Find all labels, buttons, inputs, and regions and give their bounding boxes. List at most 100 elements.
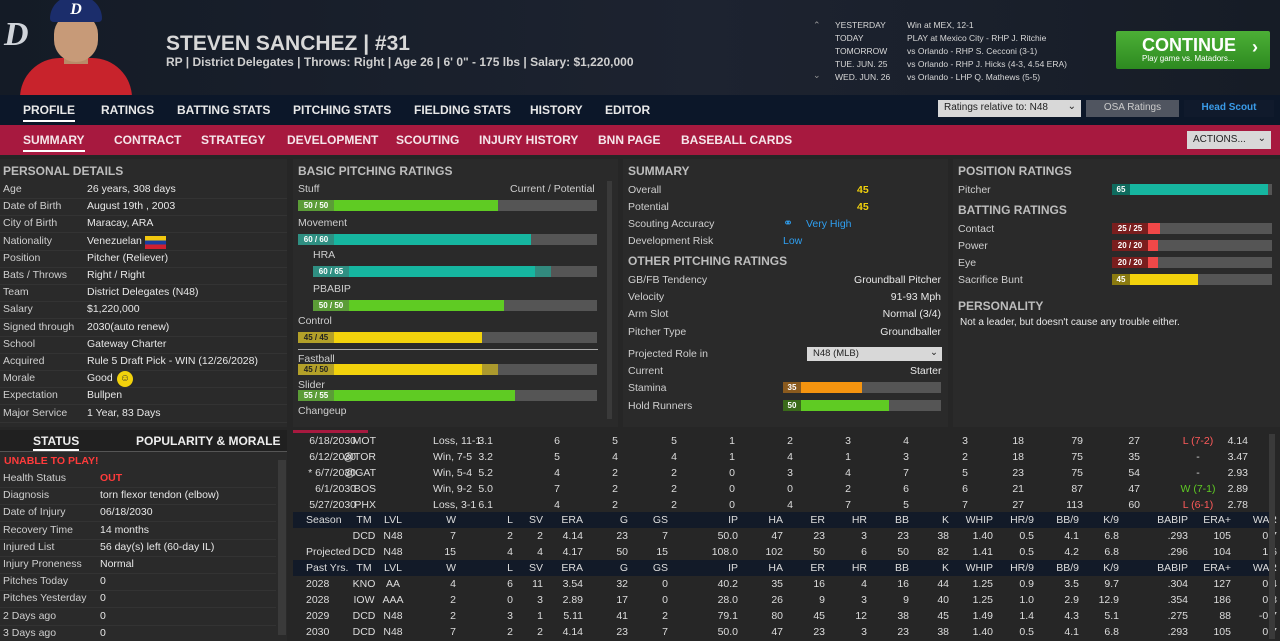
team-logo: D	[4, 16, 29, 53]
stats-cell: 23	[897, 530, 909, 542]
stats-cell: Win, 5-4	[433, 467, 473, 479]
stats-cell: 0.5	[1019, 546, 1034, 558]
stats-cell: 3.54	[562, 578, 583, 590]
stats-cell: 1.41	[972, 546, 993, 558]
tab-injury-history[interactable]: INJURY HISTORY	[479, 133, 579, 147]
stats-cell: 1	[537, 610, 543, 622]
stamina-value: 35	[783, 382, 801, 393]
head-scout-button[interactable]: Head Scout	[1184, 100, 1274, 117]
schedule-up-icon[interactable]: ⌃	[813, 20, 821, 30]
stats-cell: 4	[861, 578, 867, 590]
tab-history[interactable]: HISTORY	[530, 103, 583, 117]
stats-cell: 2	[612, 467, 618, 479]
status-value: 56 day(s) left (60-day IL)	[100, 540, 215, 553]
stats-cell: 2028	[306, 578, 330, 590]
stats-cell: 4.14	[562, 626, 583, 638]
tab-development[interactable]: DEVELOPMENT	[287, 133, 379, 147]
table-row: DCD N48 7 2 2 4.14 23 7 50.0 47 23 3 23 38 1.40 0.5 4.1 6…	[293, 528, 1277, 544]
stats-cell: 7	[450, 530, 456, 542]
pitch-current-fill	[349, 266, 535, 277]
stats-cell: 113	[1066, 499, 1083, 511]
tab-status[interactable]: STATUS	[33, 434, 80, 451]
tab-editor[interactable]: EDITOR	[605, 103, 651, 117]
stats-cell: 1.25	[972, 594, 993, 606]
personal-value: Right / Right	[87, 269, 145, 281]
stats-cell: 18	[1012, 435, 1024, 447]
tab-scouting[interactable]: SCOUTING	[396, 133, 460, 147]
stats-cell: 4	[554, 499, 560, 511]
stats-cell: 2.89	[562, 594, 583, 606]
tab-summary[interactable]: SUMMARY	[23, 133, 85, 152]
stats-cell: 1.40	[972, 530, 993, 542]
stats-cell: 9	[903, 594, 909, 606]
stats-cell: 16	[897, 578, 909, 590]
stats-cell: 38	[937, 530, 949, 542]
tab-pitching-stats[interactable]: PITCHING STATS	[293, 103, 392, 117]
stats-cell: N48	[383, 546, 403, 558]
stats-cell: 5	[903, 499, 909, 511]
stats-scrollbar[interactable]	[1269, 434, 1275, 639]
jersey	[20, 58, 132, 95]
stats-cell: 4	[507, 546, 513, 558]
stats-cell: W	[446, 514, 456, 526]
stats-cell: 2	[507, 626, 513, 638]
stats-cell: 4	[787, 451, 793, 463]
stats-cell: 2	[671, 467, 677, 479]
tab-baseball-cards[interactable]: BASEBALL CARDS	[681, 133, 793, 147]
tab-profile[interactable]: PROFILE	[23, 103, 76, 122]
stats-cell: 0.5	[1019, 530, 1034, 542]
stats-cell: 127	[1213, 578, 1231, 590]
stats-cell: 50.0	[717, 530, 738, 542]
continue-button[interactable]: CONTINUE Play game vs. Matadors... ›	[1116, 31, 1270, 69]
game-log-row: * 6/7/2030 @GAT Win, 5-4 5.2 4 2 2 0 3 4 7 5 23 75 54-…	[293, 465, 1273, 481]
personal-value: Venezuelan	[87, 234, 142, 247]
tab-batting-stats[interactable]: BATTING STATS	[177, 103, 271, 117]
batting-rating-fill	[1148, 240, 1158, 251]
stats-cell: G	[619, 514, 628, 526]
personal-label: School	[3, 337, 36, 350]
stats-cell: 3	[861, 626, 867, 638]
tab-strategy[interactable]: STRATEGY	[201, 133, 266, 147]
tab-bnn-page[interactable]: BNN PAGE	[598, 133, 661, 147]
personal-value: 1 Year, 83 Days	[87, 406, 161, 419]
osa-ratings-button[interactable]: OSA Ratings	[1086, 100, 1179, 117]
schedule-text: PLAY at Mexico City - RHP J. Ritchie	[907, 33, 1047, 43]
tab-popularity-morale[interactable]: POPULARITY & MORALE	[136, 434, 281, 448]
stats-cell: 6/18/2030	[309, 435, 356, 447]
stats-cell: 4.3	[1064, 610, 1079, 622]
pitching-scrollbar[interactable]	[607, 181, 612, 419]
status-scrollbar[interactable]	[278, 460, 286, 635]
schedule-row: WED. JUN. 26 vs Orlando - LHP Q. Mathews …	[813, 72, 1103, 85]
stats-cell: 15	[444, 546, 456, 558]
stats-cell: K/9	[1103, 514, 1119, 526]
stats-cell: 79.1	[717, 610, 738, 622]
stats-cell: .275	[1167, 610, 1188, 622]
actions-dropdown[interactable]: ACTIONS... ⌄	[1187, 131, 1271, 149]
row-divider	[0, 504, 276, 506]
status-label: Pitches Today	[3, 575, 69, 588]
pitch-rating-name: Fastball	[298, 353, 335, 365]
tab-contract[interactable]: CONTRACT	[114, 133, 182, 147]
schedule-down-icon[interactable]: ⌄	[813, 70, 821, 80]
tab-fielding-stats[interactable]: FIELDING STATS	[414, 103, 511, 117]
status-value: 0	[100, 609, 106, 622]
stats-cell: K	[941, 562, 949, 574]
tab-ratings[interactable]: RATINGS	[101, 103, 155, 117]
table-header-row: Season TM LVL W L SV ERA G GS IP HA ER HR BB K WHIP HR/9…	[293, 512, 1277, 528]
stats-cell: Loss, 3-1	[433, 499, 477, 511]
stats-cell: 186	[1213, 594, 1231, 606]
ratings-relative-select[interactable]: Ratings relative to: N48 ⌄	[938, 100, 1081, 117]
status-value: OUT	[100, 472, 123, 484]
stats-cell: 7	[662, 626, 668, 638]
stats-cell: 3	[861, 530, 867, 542]
stats-cell: 26	[771, 594, 783, 606]
projected-role-select[interactable]: N48 (MLB) ⌄	[807, 347, 942, 361]
stats-cell: 45	[813, 610, 825, 622]
stats-cell: 0.5	[1019, 626, 1034, 638]
status-label: Recovery Time	[3, 523, 74, 536]
row-divider	[0, 538, 276, 540]
stats-cell: DCD	[352, 610, 376, 622]
stats-cell: 1	[845, 451, 851, 463]
stats-cell: 2	[537, 530, 543, 542]
stats-cell: DCD	[352, 626, 376, 638]
